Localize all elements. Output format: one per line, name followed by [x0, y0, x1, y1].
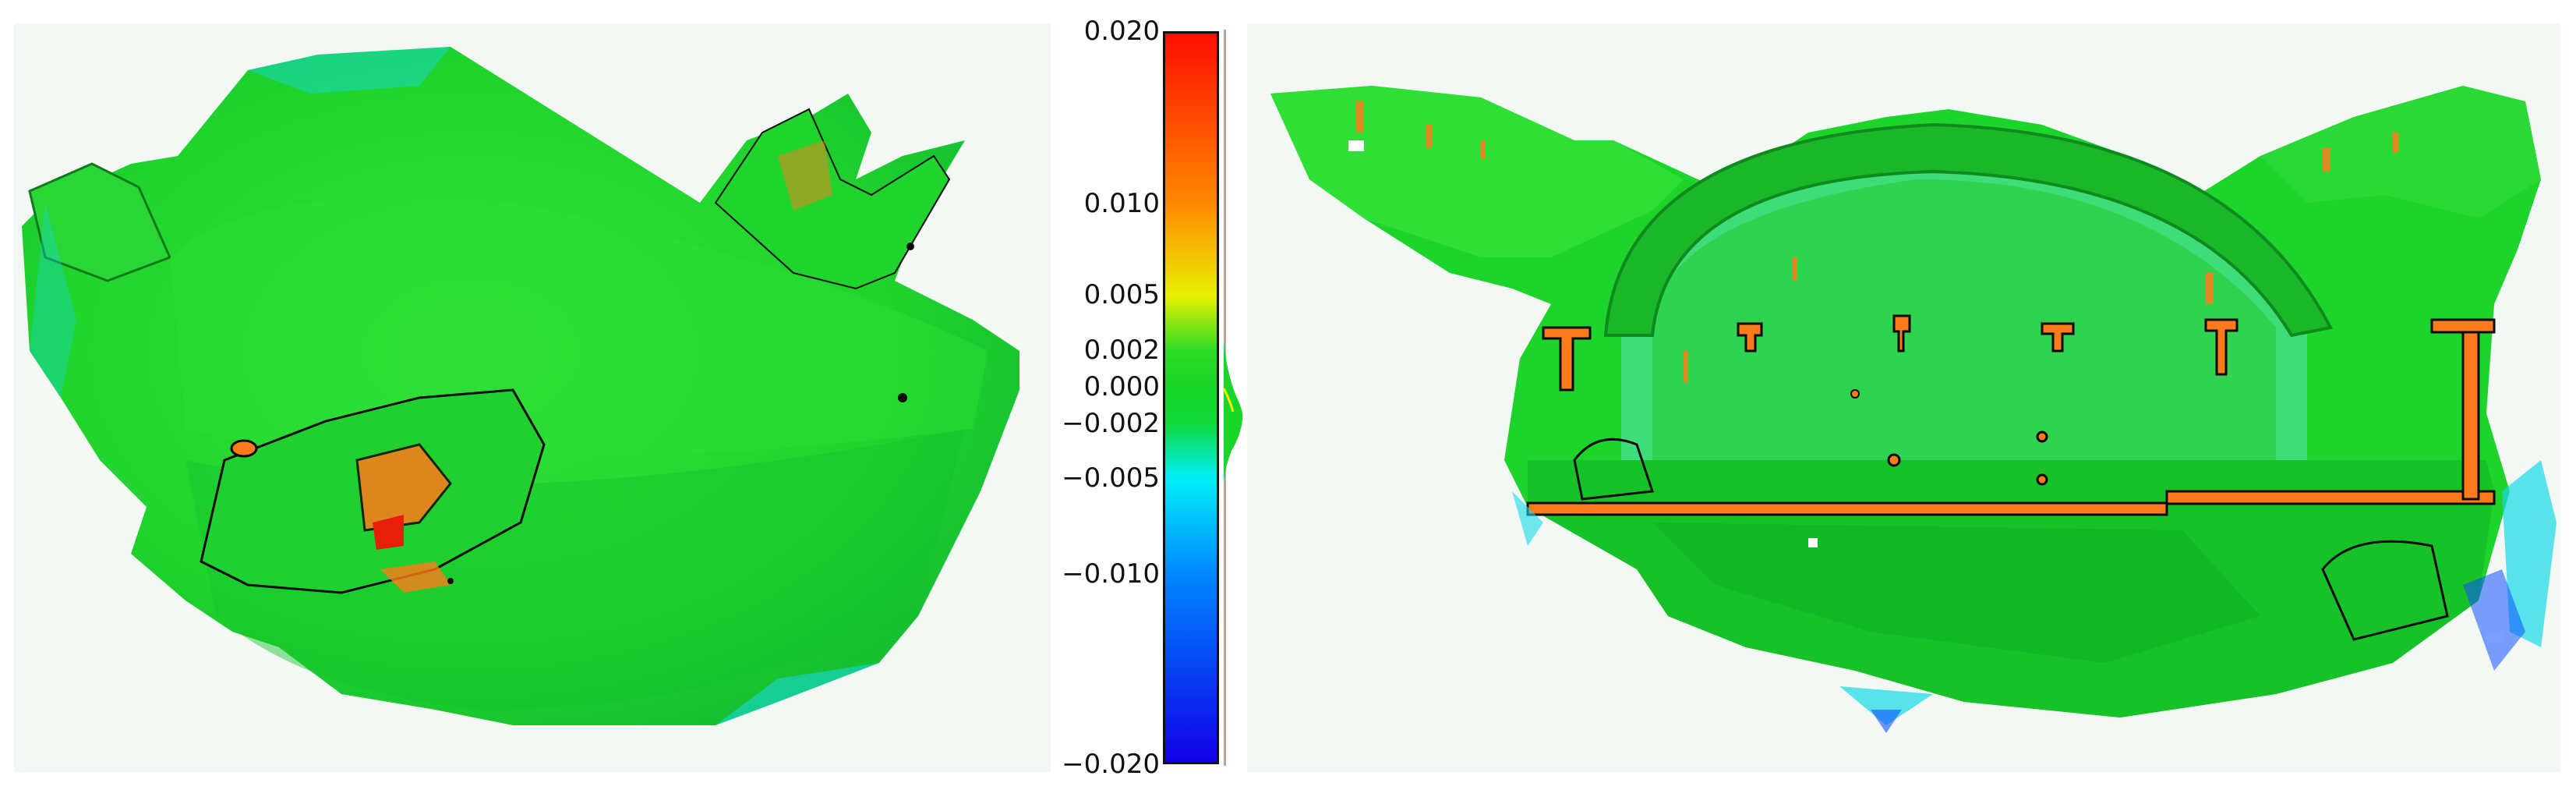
- left-deviation-map: [14, 23, 1051, 772]
- colorbar-ticks: 0.020 0.010 0.005 0.002 0.000 −0.002 −0.005 −0.…: [1027, 0, 1160, 790]
- colorbar-tick-label: 0.000: [1083, 370, 1160, 402]
- left-model-surface: [22, 47, 1019, 725]
- colorbar-tick-label: 0.005: [1083, 279, 1160, 311]
- deviation-histogram: [1222, 342, 1243, 482]
- right-model-surface: [1270, 86, 2557, 733]
- arch-ring: [1603, 122, 2334, 338]
- deviation-band: [1526, 501, 2168, 516]
- colorbar: [1163, 31, 1219, 764]
- colorbar-tick-label: 0.002: [1083, 334, 1160, 366]
- colorbar-tick-label: 0.010: [1083, 187, 1160, 219]
- colorbar-tick-label: 0.020: [1083, 16, 1160, 47]
- right-deviation-map: [1247, 23, 2560, 772]
- colorbar-tick-label: −0.010: [1062, 558, 1160, 590]
- colorbar-tick-label: −0.020: [1062, 749, 1160, 780]
- colorbar-tick-label: −0.002: [1062, 407, 1160, 439]
- colorbar-tick-label: −0.005: [1062, 462, 1160, 494]
